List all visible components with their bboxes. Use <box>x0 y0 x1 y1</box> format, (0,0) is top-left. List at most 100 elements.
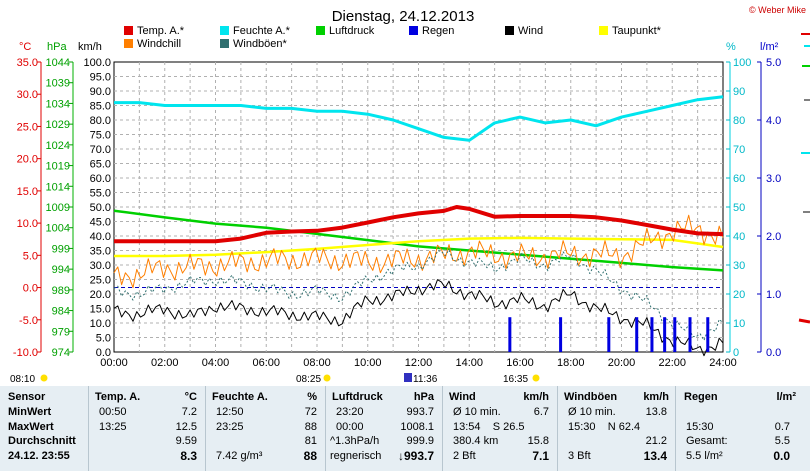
temp-avg-value: 9.59 <box>175 435 197 447</box>
legend-label: Taupunkt* <box>612 25 662 37</box>
rain-column: Regen l/m² 15:30 0.7 Gesamt: 5.5 5.5 l/m² 0.… <box>676 386 810 471</box>
temp-column: Temp. A. °C 00:50 7.2 13:25 12.5 9.59 8.3 <box>89 386 206 471</box>
series-line <box>114 205 724 244</box>
speed-tick: 45.0 <box>90 217 111 229</box>
speed-tick: 25.0 <box>90 275 111 287</box>
humidity-tick: 50 <box>733 202 745 214</box>
gusts-column: Windböen km/h Ø 10 min. 13.8 15:30 N 62.4 … <box>558 386 676 471</box>
gusts-unit: km/h <box>643 391 669 403</box>
legend-label: Windböen* <box>233 38 288 50</box>
sun-markers: 08:10 08:25 11:36 16:35 <box>10 373 540 385</box>
speed-tick: 70.0 <box>90 144 111 156</box>
gusts-avg-value: 13.8 <box>645 406 667 418</box>
speed-tick: 5.0 <box>96 333 111 345</box>
right-edge-marks <box>798 33 810 324</box>
sun-up-icon <box>323 374 331 382</box>
temp-min-time: 00:50 <box>99 406 127 418</box>
legend-swatch <box>220 26 229 35</box>
legend-item: Feuchte A.* <box>220 25 291 37</box>
speed-tick: 75.0 <box>90 130 111 142</box>
humidity-header: Feuchte A. <box>212 391 268 403</box>
sensor-column: Sensor MinWert MaxWert Durchschnitt 24.1… <box>0 386 89 471</box>
speed-tick: 0.0 <box>96 347 111 359</box>
rain-tick: 5.0 <box>766 57 781 69</box>
sensor-header: Sensor <box>8 391 46 403</box>
rain-max-value: 0.7 <box>774 420 790 433</box>
humidity-min-time: 12:50 <box>216 406 244 418</box>
temp-tick: 10.0 <box>17 218 38 230</box>
humidity-min-value: 72 <box>304 406 317 418</box>
pressure-max-value: 1008.1 <box>400 420 434 433</box>
humidity-unit-label: % <box>726 41 736 53</box>
x-tick-label: 10:00 <box>354 357 382 369</box>
legend-item: Temp. A.* <box>124 25 185 37</box>
wind-unit: km/h <box>523 391 549 403</box>
legend-swatch <box>124 39 133 48</box>
x-tick-label: 18:00 <box>557 357 585 369</box>
pressure-header: Luftdruck <box>332 391 383 403</box>
speed-tick: 50.0 <box>90 202 111 214</box>
rain-bar <box>688 317 692 352</box>
series-layer <box>113 95 724 357</box>
humidity-column: Feuchte A.% 12:50 72 23:25 88 81 7.42 g/m³… <box>206 386 326 471</box>
x-tick-label: 12:00 <box>405 357 433 369</box>
legend-item: Luftdruck <box>316 25 375 37</box>
weather-chart: Dienstag, 24.12.2013 © Weber Mike Temp. … <box>10 5 810 385</box>
wind-max-info: 13:54 S 26.5 <box>453 420 525 433</box>
sunrise-label: 08:10 <box>10 374 35 385</box>
grid <box>114 62 723 352</box>
speed-tick: 95.0 <box>90 72 111 84</box>
x-tick-label: 14:00 <box>455 357 483 369</box>
legend-label: Windchill <box>137 38 181 50</box>
minwert-label: MinWert <box>8 406 52 418</box>
pressure-tick: 989 <box>52 285 70 297</box>
wind-beaufort: 2 Bft <box>453 449 476 462</box>
pressure-column: Luftdruck hPa 23:20 993.7 00:00 1008.1 ^1.3… <box>326 386 443 471</box>
legend-label: Wind <box>518 25 543 37</box>
speed-tick: 15.0 <box>90 304 111 316</box>
rain-bar <box>607 317 611 352</box>
speed-tick: 65.0 <box>90 159 111 171</box>
temp-max-time: 13:25 <box>99 420 127 433</box>
wind-distance: 380.4 km <box>453 435 499 447</box>
legend-label: Luftdruck <box>329 25 375 37</box>
pressure-tick: 984 <box>52 306 70 318</box>
humidity-avg-value: 81 <box>304 435 317 447</box>
temp-tick: 25.0 <box>17 121 38 133</box>
gusts-avg-label: Ø 10 min. <box>568 406 616 418</box>
temp-tick: 15.0 <box>17 186 38 198</box>
temp-unit-label: °C <box>19 41 31 53</box>
speed-tick: 100.0 <box>83 57 111 69</box>
series-line <box>114 236 724 258</box>
humidity-tick: 70 <box>733 144 745 156</box>
gusts-max-info: 15:30 N 62.4 <box>568 420 641 433</box>
sunrise-icon <box>40 374 48 382</box>
temp-tick: 20.0 <box>17 154 38 166</box>
x-tick-label: 20:00 <box>608 357 636 369</box>
speed-tick: 40.0 <box>90 231 111 243</box>
humidity-tick: 30 <box>733 260 745 272</box>
legend-swatch <box>220 39 229 48</box>
rain-bar <box>508 317 512 352</box>
temp-tick: -5.0 <box>19 315 38 327</box>
legend-swatch <box>409 26 418 35</box>
rain-header: Regen <box>684 391 718 403</box>
pressure-tick: 1039 <box>46 78 70 90</box>
legend-swatch <box>316 26 325 35</box>
temp-tick: 5.0 <box>23 250 38 262</box>
speed-tick: 30.0 <box>90 260 111 272</box>
gusts-mean-value: 21.2 <box>645 435 667 447</box>
pressure-tick: 994 <box>52 264 70 276</box>
sunset-icon <box>532 374 540 382</box>
rain-bar <box>706 317 710 352</box>
humidity-tick: 60 <box>733 173 745 185</box>
gusts-current-value: 13.4 <box>643 448 667 463</box>
chart-title: Dienstag, 24.12.2013 <box>332 8 475 25</box>
pressure-tick: 974 <box>52 347 70 359</box>
pressure-tick: 1014 <box>46 181 70 193</box>
pressure-tick: 1029 <box>46 119 70 131</box>
rain-bar <box>650 317 654 352</box>
speed-tick: 35.0 <box>90 246 111 258</box>
series-line <box>113 249 724 341</box>
legend-item: Taupunkt* <box>599 25 662 37</box>
